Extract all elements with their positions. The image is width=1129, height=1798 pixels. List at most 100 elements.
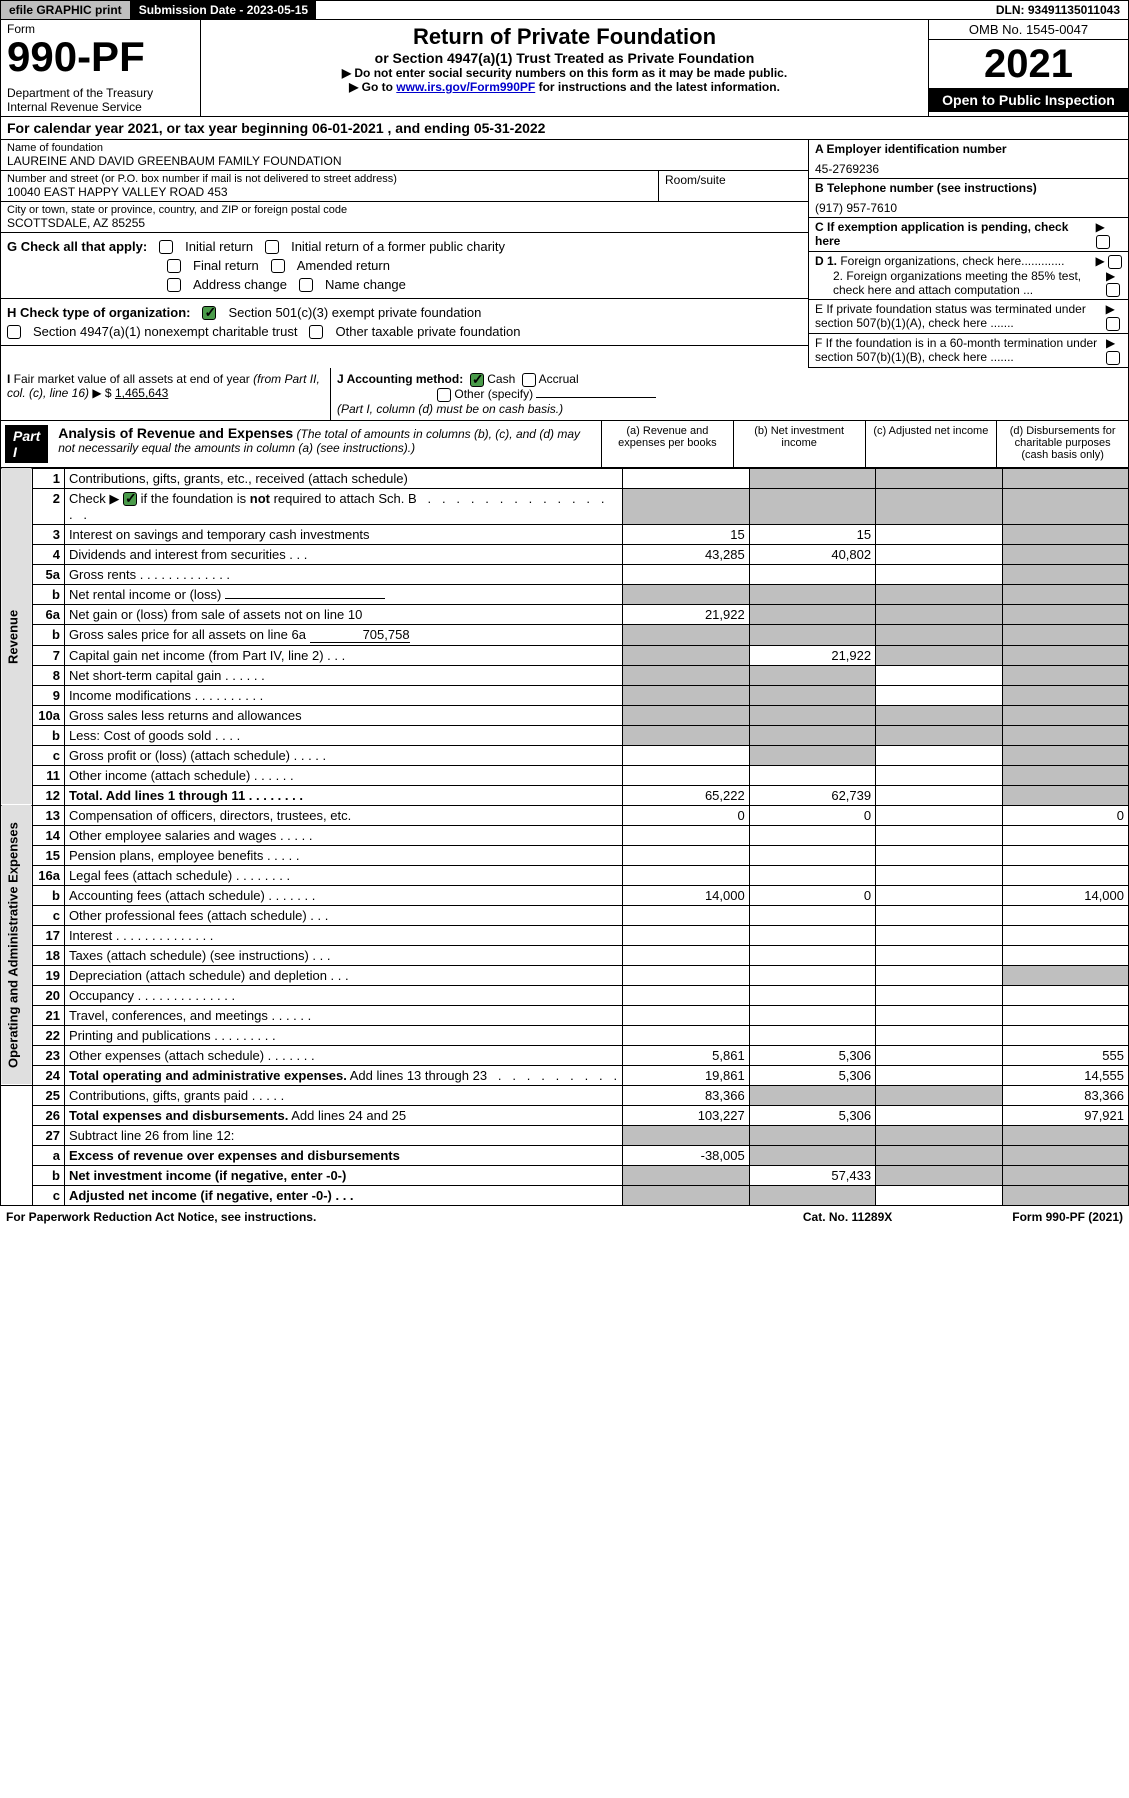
row-num: b bbox=[32, 885, 64, 905]
h-other-label: Other taxable private foundation bbox=[335, 324, 520, 339]
status-terminated-checkbox[interactable] bbox=[1106, 317, 1120, 331]
cell-val: -38,005 bbox=[623, 1145, 749, 1165]
revenue-label: Revenue bbox=[1, 468, 33, 805]
ein-label: A Employer identification number bbox=[815, 142, 1122, 156]
row-desc: Contributions, gifts, grants, etc., rece… bbox=[64, 468, 622, 488]
cell-val: 19,861 bbox=[623, 1065, 749, 1085]
name-change-checkbox[interactable] bbox=[299, 278, 313, 292]
cell-val: 65,222 bbox=[623, 785, 749, 805]
row-desc: Total expenses and disbursements. Add li… bbox=[64, 1105, 622, 1125]
4947-checkbox[interactable] bbox=[7, 325, 21, 339]
col-a-header: (a) Revenue and expenses per books bbox=[601, 421, 733, 467]
row-num: 3 bbox=[32, 524, 64, 544]
row-desc: Accounting fees (attach schedule) . . . … bbox=[64, 885, 622, 905]
row-desc: Net investment income (if negative, ente… bbox=[64, 1165, 622, 1185]
cell-val: 21,922 bbox=[749, 645, 875, 665]
row-num: 22 bbox=[32, 1025, 64, 1045]
row-num: b bbox=[32, 1165, 64, 1185]
row-desc: Occupancy . . . . . . . . . . . . . . bbox=[64, 985, 622, 1005]
page-footer: For Paperwork Reduction Act Notice, see … bbox=[0, 1206, 1129, 1228]
cell-val: 0 bbox=[749, 885, 875, 905]
initial-former-checkbox[interactable] bbox=[265, 240, 279, 254]
row-desc: Depreciation (attach schedule) and deple… bbox=[64, 965, 622, 985]
dept-label: Department of the Treasury Internal Reve… bbox=[7, 86, 194, 114]
cell-val: 5,861 bbox=[623, 1045, 749, 1065]
row-num: 16a bbox=[32, 865, 64, 885]
row-num: 10a bbox=[32, 705, 64, 725]
fmv-value: 1,465,643 bbox=[115, 386, 168, 400]
calendar-year: For calendar year 2021, or tax year begi… bbox=[0, 117, 1129, 140]
initial-return-checkbox[interactable] bbox=[159, 240, 173, 254]
final-return-checkbox[interactable] bbox=[167, 259, 181, 273]
g-initial-former-label: Initial return of a former public charit… bbox=[291, 239, 505, 254]
note-link-pre: ▶ Go to bbox=[349, 80, 396, 94]
row-desc: Income modifications . . . . . . . . . . bbox=[64, 685, 622, 705]
cell-val: 21,922 bbox=[623, 604, 749, 624]
other-taxable-checkbox[interactable] bbox=[309, 325, 323, 339]
cell-val: 15 bbox=[623, 524, 749, 544]
j-other-label: Other (specify) bbox=[454, 387, 533, 401]
form-number: 990-PF bbox=[7, 36, 194, 78]
row-num: 27 bbox=[32, 1125, 64, 1145]
foreign-org-checkbox[interactable] bbox=[1108, 255, 1122, 269]
cell-val: 83,366 bbox=[623, 1085, 749, 1105]
cash-checkbox[interactable] bbox=[470, 373, 484, 387]
j-label: J Accounting method: bbox=[337, 372, 463, 386]
row-desc: Compensation of officers, directors, tru… bbox=[64, 805, 622, 825]
j-accrual-label: Accrual bbox=[539, 372, 579, 386]
gross-sales-val: 705,758 bbox=[310, 627, 410, 643]
city-label: City or town, state or province, country… bbox=[7, 204, 802, 216]
efile-print-button[interactable]: efile GRAPHIC print bbox=[1, 1, 131, 19]
cell-val: 43,285 bbox=[623, 544, 749, 564]
row-desc: Capital gain net income (from Part IV, l… bbox=[64, 645, 622, 665]
paperwork-notice: For Paperwork Reduction Act Notice, see … bbox=[6, 1210, 316, 1224]
row-num: 23 bbox=[32, 1045, 64, 1065]
row-num: 12 bbox=[32, 785, 64, 805]
cell-val: 57,433 bbox=[749, 1165, 875, 1185]
row-desc: Interest on savings and temporary cash i… bbox=[64, 524, 622, 544]
exemption-pending-checkbox[interactable] bbox=[1096, 235, 1110, 249]
ein-value: 45-2769236 bbox=[815, 156, 1122, 176]
cell-val: 0 bbox=[623, 805, 749, 825]
revenue-expense-table: Revenue 1Contributions, gifts, grants, e… bbox=[0, 468, 1129, 1206]
d2-label: 2. Foreign organizations meeting the 85%… bbox=[833, 269, 1106, 298]
part1-header: Part I Analysis of Revenue and Expenses … bbox=[0, 421, 1129, 468]
form990pf-link[interactable]: www.irs.gov/Form990PF bbox=[396, 80, 535, 94]
section-i: I Fair market value of all assets at end… bbox=[1, 368, 331, 420]
g-final-label: Final return bbox=[193, 258, 259, 273]
row-desc: Less: Cost of goods sold . . . . bbox=[64, 725, 622, 745]
row-desc: Check ▶ if the foundation is not require… bbox=[64, 488, 622, 524]
row-num: 25 bbox=[32, 1085, 64, 1105]
row-desc: Adjusted net income (if negative, enter … bbox=[64, 1185, 622, 1205]
form-title: Return of Private Foundation bbox=[205, 24, 924, 50]
row-num: 14 bbox=[32, 825, 64, 845]
row-num: 5a bbox=[32, 564, 64, 584]
part1-title: Analysis of Revenue and Expenses bbox=[58, 425, 293, 441]
foundation-name: LAUREINE AND DAVID GREENBAUM FAMILY FOUN… bbox=[7, 154, 802, 168]
schb-checkbox[interactable] bbox=[123, 492, 137, 506]
submission-date: Submission Date - 2023-05-15 bbox=[131, 1, 316, 19]
foreign-85-checkbox[interactable] bbox=[1106, 283, 1120, 297]
accrual-checkbox[interactable] bbox=[522, 373, 536, 387]
row-num: b bbox=[32, 624, 64, 645]
amended-return-checkbox[interactable] bbox=[271, 259, 285, 273]
row-desc: Interest . . . . . . . . . . . . . . bbox=[64, 925, 622, 945]
row-desc: Taxes (attach schedule) (see instruction… bbox=[64, 945, 622, 965]
other-method-checkbox[interactable] bbox=[437, 388, 451, 402]
open-inspection: Open to Public Inspection bbox=[929, 88, 1128, 112]
row-num: 2 bbox=[32, 488, 64, 524]
501c3-checkbox[interactable] bbox=[202, 306, 216, 320]
f-label: F If the foundation is in a 60-month ter… bbox=[815, 336, 1106, 365]
row-num: a bbox=[32, 1145, 64, 1165]
row-desc: Other expenses (attach schedule) . . . .… bbox=[64, 1045, 622, 1065]
row-desc: Other employee salaries and wages . . . … bbox=[64, 825, 622, 845]
part1-label: Part I bbox=[5, 425, 48, 463]
h-4947-label: Section 4947(a)(1) nonexempt charitable … bbox=[33, 324, 297, 339]
address-change-checkbox[interactable] bbox=[167, 278, 181, 292]
60-month-checkbox[interactable] bbox=[1106, 351, 1120, 365]
row-desc: Gross sales less returns and allowances bbox=[64, 705, 622, 725]
cell-val: 5,306 bbox=[749, 1065, 875, 1085]
row-num: 11 bbox=[32, 765, 64, 785]
city-state-zip: SCOTTSDALE, AZ 85255 bbox=[7, 216, 802, 230]
cell-val: 5,306 bbox=[749, 1105, 875, 1125]
